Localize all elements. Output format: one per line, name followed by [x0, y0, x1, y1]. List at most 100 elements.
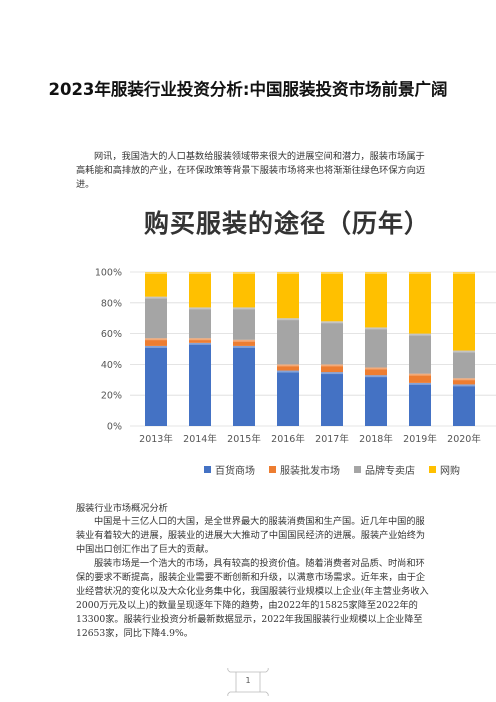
bar-segment — [145, 272, 167, 297]
bar-highlight — [189, 338, 211, 341]
page-footer: 1 — [226, 668, 270, 696]
y-tick-label: 20% — [101, 391, 122, 402]
bar-highlight — [321, 364, 343, 367]
legend-label: 百货商场 — [215, 466, 255, 477]
bar-segment — [409, 333, 431, 374]
bar-highlight — [321, 272, 343, 274]
bar-segment — [453, 350, 475, 379]
x-tick-label: 2016年 — [271, 433, 305, 445]
bar-segment — [277, 370, 299, 426]
x-tick-label: 2019年 — [403, 433, 437, 445]
y-tick-label: 100% — [95, 268, 122, 279]
bar-segment — [189, 307, 211, 339]
bar-segment — [145, 338, 167, 346]
bar-highlight — [365, 375, 387, 378]
bar-segment — [145, 296, 167, 339]
x-tick-label: 2018年 — [359, 433, 393, 445]
legend-item-online: 网购 — [429, 462, 460, 477]
bar-segment — [365, 367, 387, 376]
bar-highlight — [277, 364, 299, 367]
bar-highlight — [233, 272, 255, 274]
body-paragraph-1: 中国是十三亿人口的大国，是全世界最大的服装消费国和生产国。近几年中国的服装业有着… — [76, 516, 426, 555]
bar-segment — [189, 342, 211, 426]
bar-highlight — [409, 333, 431, 336]
bar-segment — [453, 384, 475, 426]
bar-highlight — [145, 345, 167, 348]
x-tick-label: 2017年 — [315, 433, 349, 445]
bar-segment — [189, 272, 211, 308]
x-tick-label: 2013年 — [139, 433, 173, 445]
bar-highlight — [453, 272, 475, 274]
bar-segment — [453, 272, 475, 351]
legend-label: 网购 — [440, 466, 460, 477]
bar-highlight — [189, 307, 211, 310]
bar-highlight — [145, 272, 167, 274]
bar-highlight — [409, 272, 431, 274]
legend-swatch — [204, 466, 211, 473]
bar-highlight — [365, 367, 387, 370]
legend-swatch — [354, 466, 361, 473]
bar-highlight — [189, 272, 211, 274]
bar-segment — [409, 373, 431, 383]
x-tick-label: 2020年 — [447, 433, 481, 445]
legend-item-department-store: 百货商场 — [204, 462, 255, 477]
bar-segment — [145, 345, 167, 426]
y-tick-label: 60% — [101, 329, 122, 340]
body-paragraph-2: 服装市场是一个浩大的市场，具有较高的投资价值。随着消费者对品质、时尚和环保的要求… — [76, 558, 429, 639]
y-tick-label: 40% — [101, 360, 122, 371]
bar-highlight — [409, 373, 431, 376]
bar-highlight — [145, 296, 167, 299]
bar-highlight — [453, 378, 475, 381]
y-tick-label: 80% — [101, 298, 122, 309]
legend-item-wholesale-market: 服装批发市场 — [269, 462, 340, 477]
bar-segment — [189, 338, 211, 343]
legend-swatch — [429, 466, 436, 473]
chart-plot: 0% 20% 40% 60% 80% 100% 2013年 2014年 2015年 2016年 20… — [95, 268, 496, 445]
bar-highlight — [453, 350, 475, 353]
legend-swatch — [269, 466, 276, 473]
bar-segment — [277, 272, 299, 319]
bar-segment — [277, 318, 299, 365]
x-tick-label: 2014年 — [183, 433, 217, 445]
bar-highlight — [233, 345, 255, 348]
bar-highlight — [365, 327, 387, 330]
x-tick-label: 2015年 — [227, 433, 261, 445]
chart-title: 购买服装的途径（历年） — [144, 209, 431, 238]
document-title: 2023年服装行业投资分析:中国服装投资市场前景广阔 — [48, 80, 448, 99]
legend-label: 服装批发市场 — [280, 466, 340, 477]
bar-segment — [233, 307, 255, 340]
bar-highlight — [321, 321, 343, 324]
legend-label: 品牌专卖店 — [365, 466, 415, 477]
bar-segment — [453, 378, 475, 385]
bar-segment — [321, 321, 343, 365]
bar-highlight — [233, 307, 255, 310]
bar-segment — [233, 272, 255, 308]
section-heading: 服装行业市场概况分析 — [76, 503, 168, 514]
bar-segment — [365, 327, 387, 368]
page-number-frame-icon — [227, 668, 269, 696]
bar-segment — [321, 272, 343, 322]
bar-highlight — [321, 372, 343, 375]
bar-highlight — [409, 382, 431, 385]
bar-highlight — [277, 272, 299, 274]
bar-highlight — [145, 338, 167, 341]
bar-segment — [409, 382, 431, 426]
bar-highlight — [365, 272, 387, 274]
y-tick-label: 0% — [107, 422, 122, 433]
bar-segment — [233, 339, 255, 346]
purchase-channel-chart: 购买服装的途径（历年） 0% 20% 40% 60% 80% 100% 2013年 2014年… — [84, 194, 496, 480]
intro-paragraph: 网讯，我国浩大的人口基数给服装领域带来很大的进展空间和潜力，服装市场属于高耗能和… — [76, 151, 426, 190]
legend-item-brand-store: 品牌专卖店 — [354, 462, 415, 477]
bar-segment — [233, 345, 255, 426]
bar-highlight — [277, 370, 299, 373]
bar-segment — [321, 364, 343, 373]
bar-highlight — [453, 384, 475, 387]
bar-segment — [365, 272, 387, 328]
bar-highlight — [233, 339, 255, 342]
bar-highlight — [277, 318, 299, 321]
page-number: 1 — [245, 676, 251, 685]
chart-legend: 百货商场 服装批发市场 品牌专卖店 网购 — [204, 462, 460, 477]
bar-segment — [321, 372, 343, 426]
bar-segment — [277, 364, 299, 371]
bar-segment — [365, 375, 387, 426]
